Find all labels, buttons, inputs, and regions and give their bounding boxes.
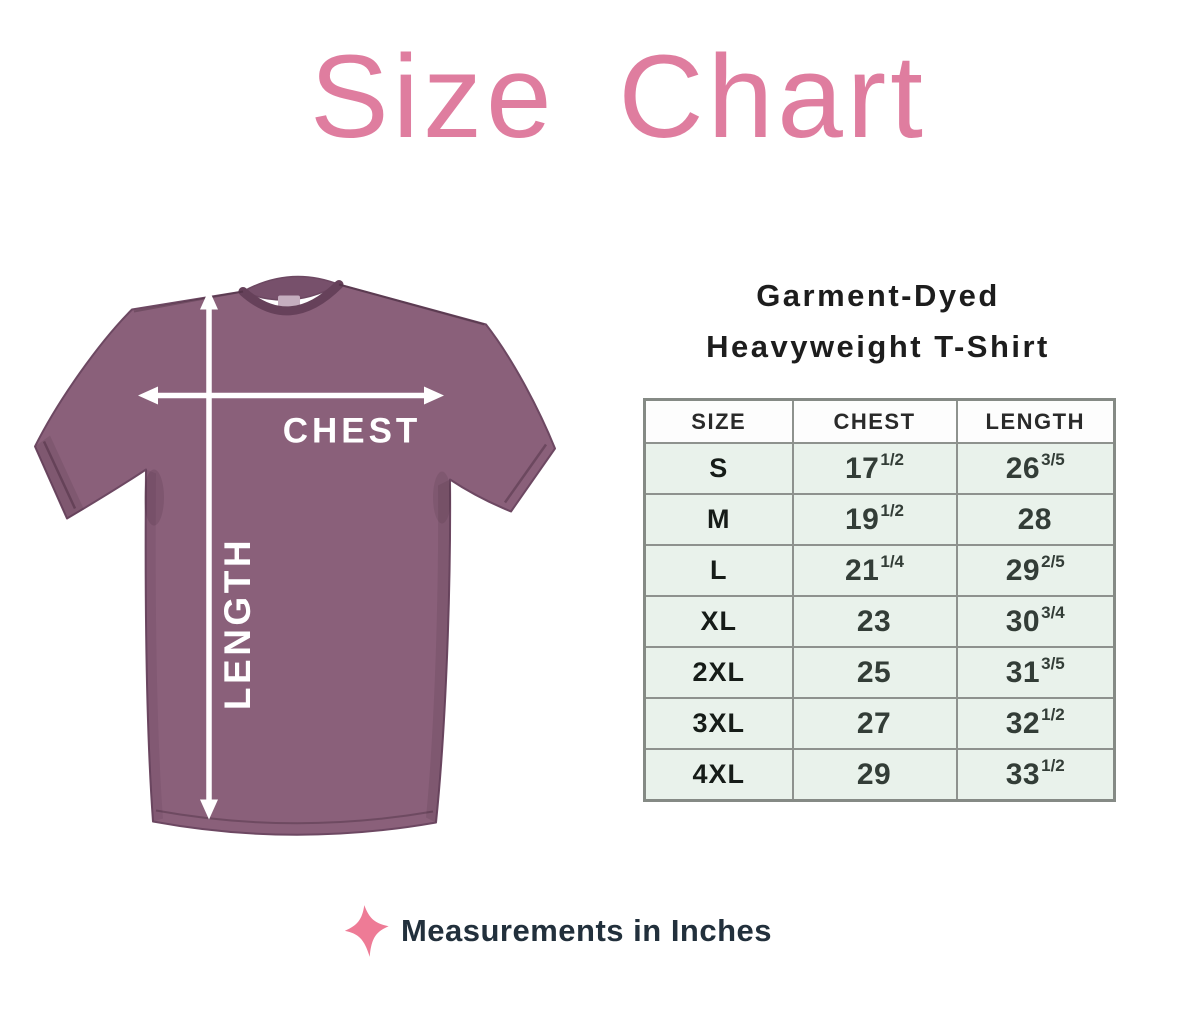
chest-cell: 29 bbox=[791, 748, 958, 802]
length-fraction: 2/5 bbox=[1041, 551, 1065, 571]
length-cell: 303/4 bbox=[955, 595, 1116, 648]
size-cell: M bbox=[643, 493, 794, 546]
size-cell: 4XL bbox=[643, 748, 794, 802]
length-fraction: 1/2 bbox=[1041, 704, 1065, 724]
chest-fraction: 1/2 bbox=[880, 500, 904, 520]
table-row: XL 23 303/4 bbox=[643, 595, 1116, 648]
shade-right-side bbox=[426, 479, 451, 823]
table-row: M 191/2 28 bbox=[643, 493, 1116, 546]
units-note-text: Measurements in Inches bbox=[400, 913, 773, 948]
product-name-line2: Heavyweight T-Shirt bbox=[706, 329, 1050, 364]
chest-cell: 191/2 bbox=[791, 493, 958, 546]
length-label: LENGTH bbox=[217, 537, 258, 710]
length-cell: 331/2 bbox=[955, 748, 1116, 802]
length-cell: 321/2 bbox=[955, 697, 1116, 750]
length-cell: 292/5 bbox=[955, 544, 1116, 597]
chest-cell: 23 bbox=[791, 595, 958, 648]
shade-left-side bbox=[145, 469, 163, 822]
table-row: 2XL 25 313/5 bbox=[643, 646, 1116, 699]
size-cell: S bbox=[643, 442, 794, 495]
length-cell: 263/5 bbox=[955, 442, 1116, 495]
table-row: S 171/2 263/5 bbox=[643, 442, 1116, 495]
size-cell: 2XL bbox=[643, 646, 794, 699]
tshirt-illustration: CHEST LENGTH bbox=[22, 243, 562, 863]
chest-cell: 171/2 bbox=[791, 442, 958, 495]
tshirt-image: CHEST LENGTH bbox=[34, 275, 556, 836]
shade-armpit-left bbox=[144, 469, 164, 526]
chest-arrow-icon bbox=[138, 386, 444, 405]
length-cell: 313/5 bbox=[955, 646, 1116, 699]
size-cell: L bbox=[643, 544, 794, 597]
shoulder-seam-left bbox=[133, 290, 244, 313]
page-title: Size Chart bbox=[310, 31, 927, 163]
length-fraction: 1/2 bbox=[1041, 755, 1065, 775]
table-row: 3XL 27 321/2 bbox=[643, 697, 1116, 750]
table-row: L 211/4 292/5 bbox=[643, 544, 1116, 597]
column-header-length: LENGTH bbox=[955, 398, 1116, 444]
size-cell: XL bbox=[643, 595, 794, 648]
sleeve-hem-right bbox=[503, 443, 548, 504]
length-cell: 28 bbox=[955, 493, 1116, 546]
sleeve-hem-left bbox=[42, 440, 77, 510]
size-cell: 3XL bbox=[643, 697, 794, 750]
shade-armpit-right bbox=[433, 471, 451, 524]
sparkle-diamond-icon bbox=[344, 905, 389, 957]
chest-cell: 211/4 bbox=[791, 544, 958, 597]
chest-fraction: 1/2 bbox=[880, 449, 904, 469]
chest-cell: 25 bbox=[791, 646, 958, 699]
units-note: Measurements in Inches bbox=[0, 904, 1147, 958]
tshirt-collar bbox=[238, 280, 344, 316]
column-header-chest: CHEST bbox=[791, 398, 958, 444]
column-header-size: SIZE bbox=[643, 398, 794, 444]
table-header-row: SIZE CHEST LENGTH bbox=[643, 398, 1116, 444]
length-arrow-icon bbox=[200, 289, 218, 820]
shade-left-sleeve bbox=[35, 435, 84, 519]
length-fraction: 3/5 bbox=[1041, 449, 1065, 469]
length-fraction: 3/5 bbox=[1041, 653, 1065, 673]
tshirt-body bbox=[34, 283, 556, 836]
chest-fraction: 1/4 bbox=[880, 551, 904, 571]
product-name: Garment-Dyed Heavyweight T-Shirt bbox=[643, 270, 1113, 372]
chest-label: CHEST bbox=[283, 412, 422, 451]
chest-cell: 27 bbox=[791, 697, 958, 750]
shoulder-seam-right bbox=[338, 283, 485, 326]
length-fraction: 3/4 bbox=[1041, 602, 1065, 622]
table-row: 4XL 29 331/2 bbox=[643, 748, 1116, 802]
size-table: SIZE CHEST LENGTH S 171/2 263/5 M 191/2 … bbox=[643, 398, 1116, 802]
product-name-line1: Garment-Dyed bbox=[756, 278, 1000, 313]
bottom-hem-seam bbox=[155, 809, 434, 825]
